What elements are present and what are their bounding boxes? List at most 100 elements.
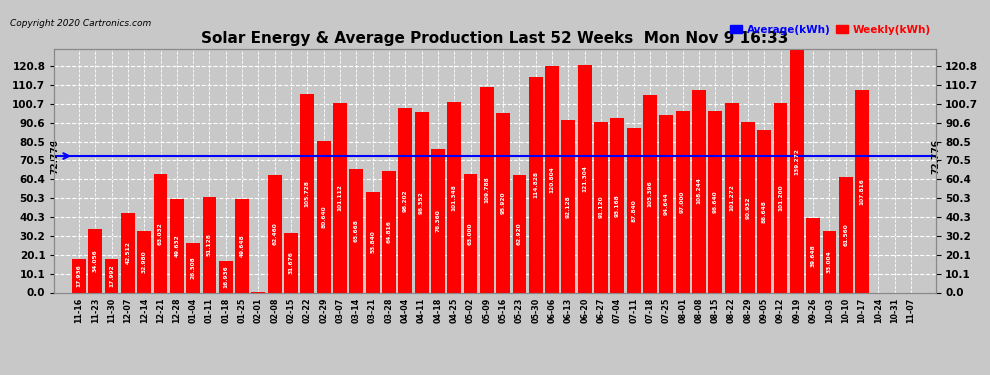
Bar	[153, 174, 167, 292]
Legend: Average(kWh), Weekly(kWh): Average(kWh), Weekly(kWh)	[730, 25, 931, 35]
Bar	[578, 65, 592, 292]
Text: 42.512: 42.512	[126, 241, 131, 264]
Text: 16.936: 16.936	[224, 265, 229, 288]
Text: 63.032: 63.032	[158, 222, 163, 245]
Bar	[773, 103, 787, 292]
Text: 76.360: 76.360	[436, 210, 441, 232]
Bar	[398, 108, 412, 292]
Text: 96.352: 96.352	[419, 191, 424, 213]
Bar	[121, 213, 135, 292]
Text: 17.992: 17.992	[109, 264, 114, 287]
Text: 64.816: 64.816	[386, 220, 391, 243]
Text: 101.200: 101.200	[778, 184, 783, 211]
Text: 120.804: 120.804	[549, 166, 554, 193]
Bar	[186, 243, 200, 292]
Text: 51.128: 51.128	[207, 233, 212, 256]
Bar	[382, 171, 396, 292]
Bar	[267, 176, 282, 292]
Text: 80.640: 80.640	[321, 206, 326, 228]
Bar	[496, 112, 510, 292]
Text: 96.640: 96.640	[713, 190, 718, 213]
Text: 62.460: 62.460	[272, 223, 277, 245]
Text: 92.128: 92.128	[566, 195, 571, 217]
Bar	[349, 170, 363, 292]
Text: 87.840: 87.840	[632, 199, 637, 222]
Text: 101.272: 101.272	[729, 184, 735, 211]
Text: 95.920: 95.920	[501, 191, 506, 214]
Bar	[855, 90, 869, 292]
Text: 49.648: 49.648	[240, 235, 245, 257]
Bar	[333, 103, 346, 292]
Text: 94.644: 94.644	[664, 192, 669, 215]
Text: 90.932: 90.932	[745, 196, 750, 219]
Text: 107.816: 107.816	[859, 178, 864, 205]
Bar	[72, 259, 86, 292]
Text: 86.648: 86.648	[761, 200, 766, 223]
Bar	[480, 87, 494, 292]
Text: 65.668: 65.668	[353, 219, 358, 242]
Text: 109.788: 109.788	[484, 176, 489, 203]
Text: 105.396: 105.396	[647, 180, 652, 207]
Bar	[823, 231, 837, 292]
Text: 63.000: 63.000	[468, 222, 473, 245]
Bar	[741, 122, 754, 292]
Text: 26.308: 26.308	[191, 256, 196, 279]
Bar	[365, 192, 379, 292]
Text: 32.980: 32.980	[142, 250, 147, 273]
Bar	[676, 111, 690, 292]
Text: 93.168: 93.168	[615, 194, 620, 216]
Bar	[659, 115, 673, 292]
Bar	[757, 130, 771, 292]
Text: 53.840: 53.840	[370, 231, 375, 254]
Bar	[790, 32, 804, 292]
Text: 72.776: 72.776	[931, 138, 940, 174]
Text: 91.120: 91.120	[599, 196, 604, 218]
Bar	[105, 259, 119, 292]
Bar	[236, 200, 249, 292]
Bar	[513, 174, 527, 292]
Text: 105.728: 105.728	[305, 180, 310, 207]
Bar	[203, 196, 217, 292]
Text: 17.936: 17.936	[76, 264, 81, 287]
Text: 114.828: 114.828	[534, 171, 539, 198]
Text: 72.776: 72.776	[50, 138, 59, 174]
Bar	[138, 231, 151, 292]
Bar	[463, 174, 477, 292]
Text: 98.202: 98.202	[403, 189, 408, 212]
Bar	[708, 111, 723, 292]
Bar	[317, 141, 331, 292]
Text: 49.632: 49.632	[174, 235, 179, 257]
Text: 101.348: 101.348	[451, 184, 456, 211]
Bar	[806, 218, 820, 292]
Bar	[219, 261, 233, 292]
Bar	[644, 95, 657, 292]
Bar	[692, 90, 706, 292]
Bar	[611, 118, 625, 292]
Bar	[529, 77, 543, 292]
Text: 108.244: 108.244	[696, 178, 702, 204]
Text: 139.272: 139.272	[794, 148, 799, 176]
Bar	[170, 200, 184, 292]
Text: 62.920: 62.920	[517, 222, 522, 245]
Bar	[300, 94, 314, 292]
Bar	[594, 122, 608, 292]
Bar	[561, 120, 575, 292]
Text: 61.560: 61.560	[843, 224, 848, 246]
Bar	[545, 66, 559, 292]
Bar	[88, 229, 102, 292]
Text: 121.304: 121.304	[582, 165, 587, 192]
Bar	[447, 102, 461, 292]
Text: 33.004: 33.004	[827, 250, 832, 273]
Bar	[415, 112, 429, 292]
Bar	[725, 103, 739, 292]
Text: 31.676: 31.676	[288, 251, 294, 274]
Bar	[839, 177, 852, 292]
Text: 39.648: 39.648	[811, 244, 816, 267]
Bar	[284, 233, 298, 292]
Text: 34.056: 34.056	[93, 249, 98, 272]
Text: 97.000: 97.000	[680, 190, 685, 213]
Bar	[627, 128, 641, 292]
Title: Solar Energy & Average Production Last 52 Weeks  Mon Nov 9 16:33: Solar Energy & Average Production Last 5…	[201, 31, 789, 46]
Text: Copyright 2020 Cartronics.com: Copyright 2020 Cartronics.com	[10, 19, 151, 28]
Text: 101.112: 101.112	[338, 184, 343, 211]
